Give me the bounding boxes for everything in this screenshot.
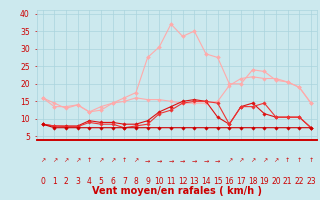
Text: →: → bbox=[215, 158, 220, 164]
Text: 13: 13 bbox=[189, 178, 199, 186]
Text: 22: 22 bbox=[294, 178, 304, 186]
Text: ↗: ↗ bbox=[133, 158, 139, 164]
Text: 0: 0 bbox=[40, 178, 45, 186]
Text: Vent moyen/en rafales ( km/h ): Vent moyen/en rafales ( km/h ) bbox=[92, 186, 262, 196]
Text: 1: 1 bbox=[52, 178, 57, 186]
Text: ↑: ↑ bbox=[87, 158, 92, 164]
Text: ↗: ↗ bbox=[250, 158, 255, 164]
Text: 16: 16 bbox=[225, 178, 234, 186]
Text: →: → bbox=[180, 158, 185, 164]
Text: 4: 4 bbox=[87, 178, 92, 186]
Text: 14: 14 bbox=[201, 178, 211, 186]
Text: →: → bbox=[157, 158, 162, 164]
Text: 2: 2 bbox=[64, 178, 68, 186]
Text: 3: 3 bbox=[75, 178, 80, 186]
Text: ↑: ↑ bbox=[297, 158, 302, 164]
Text: 19: 19 bbox=[260, 178, 269, 186]
Text: ↗: ↗ bbox=[40, 158, 45, 164]
Text: 21: 21 bbox=[283, 178, 292, 186]
Text: ↗: ↗ bbox=[63, 158, 68, 164]
Text: 6: 6 bbox=[110, 178, 115, 186]
Text: 7: 7 bbox=[122, 178, 127, 186]
Text: 11: 11 bbox=[166, 178, 176, 186]
Text: ↗: ↗ bbox=[273, 158, 279, 164]
Text: 5: 5 bbox=[99, 178, 103, 186]
Text: 8: 8 bbox=[133, 178, 138, 186]
Text: ↗: ↗ bbox=[110, 158, 115, 164]
Text: 10: 10 bbox=[155, 178, 164, 186]
Text: →: → bbox=[168, 158, 173, 164]
Text: 15: 15 bbox=[213, 178, 222, 186]
Text: ↗: ↗ bbox=[75, 158, 80, 164]
Text: ↗: ↗ bbox=[238, 158, 244, 164]
Text: →: → bbox=[145, 158, 150, 164]
Text: →: → bbox=[192, 158, 197, 164]
Text: ↗: ↗ bbox=[98, 158, 104, 164]
Text: ↗: ↗ bbox=[227, 158, 232, 164]
Text: ↗: ↗ bbox=[262, 158, 267, 164]
Text: ↑: ↑ bbox=[308, 158, 314, 164]
Text: 9: 9 bbox=[145, 178, 150, 186]
Text: ↑: ↑ bbox=[122, 158, 127, 164]
Text: 12: 12 bbox=[178, 178, 188, 186]
Text: 17: 17 bbox=[236, 178, 246, 186]
Text: 18: 18 bbox=[248, 178, 257, 186]
Text: ↑: ↑ bbox=[285, 158, 290, 164]
Text: 23: 23 bbox=[306, 178, 316, 186]
Text: ↗: ↗ bbox=[52, 158, 57, 164]
Text: 20: 20 bbox=[271, 178, 281, 186]
Text: →: → bbox=[203, 158, 209, 164]
